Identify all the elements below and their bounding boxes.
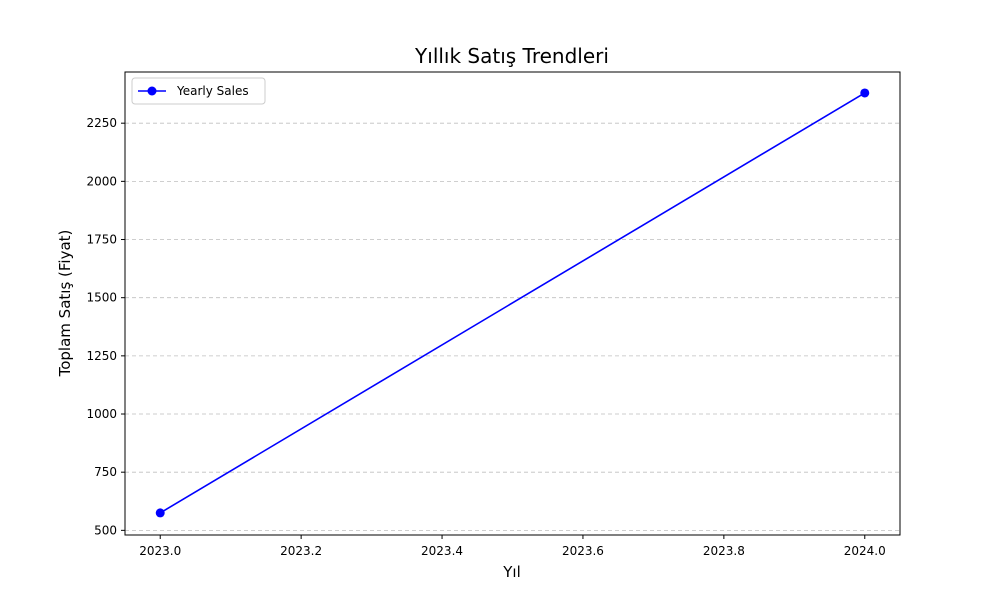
data-point	[860, 88, 870, 98]
x-tick-label: 2023.2	[280, 544, 322, 558]
grid	[125, 122, 900, 531]
plot-area-frame	[124, 71, 901, 536]
y-tick-label: 750	[94, 465, 117, 479]
y-tick-label: 1250	[86, 349, 117, 363]
y-tick-label: 1750	[86, 233, 117, 247]
y-tick-label: 1000	[86, 407, 117, 421]
x-tick-label: 2023.8	[703, 544, 745, 558]
y-tick-label: 500	[94, 523, 117, 537]
x-tick-label: 2023.4	[421, 544, 463, 558]
x-tick-label: 2023.0	[139, 544, 181, 558]
chart-title: Yıllık Satış Trendleri	[414, 44, 609, 68]
legend-label: Yearly Sales	[176, 84, 249, 98]
x-tick-label: 2024.0	[844, 544, 886, 558]
legend: Yearly Sales	[131, 77, 266, 105]
y-axis: 500 750 1000 1250 1500 1750 2000 2250	[86, 116, 125, 537]
legend-box	[131, 77, 266, 105]
x-axis: 2023.0 2023.2 2023.4 2023.6 2023.8 2024.0	[139, 535, 886, 558]
series-layer	[155, 88, 870, 518]
x-axis-title: Yıl	[502, 563, 521, 581]
y-tick-label: 2250	[86, 116, 117, 130]
series-line	[159, 92, 866, 514]
legend-marker-icon	[147, 86, 157, 96]
x-tick-label: 2023.6	[562, 544, 604, 558]
y-tick-label: 2000	[86, 174, 117, 188]
y-tick-label: 1500	[86, 291, 117, 305]
y-axis-title: Toplam Satış (Fiyat)	[56, 230, 74, 378]
data-point	[155, 508, 165, 518]
